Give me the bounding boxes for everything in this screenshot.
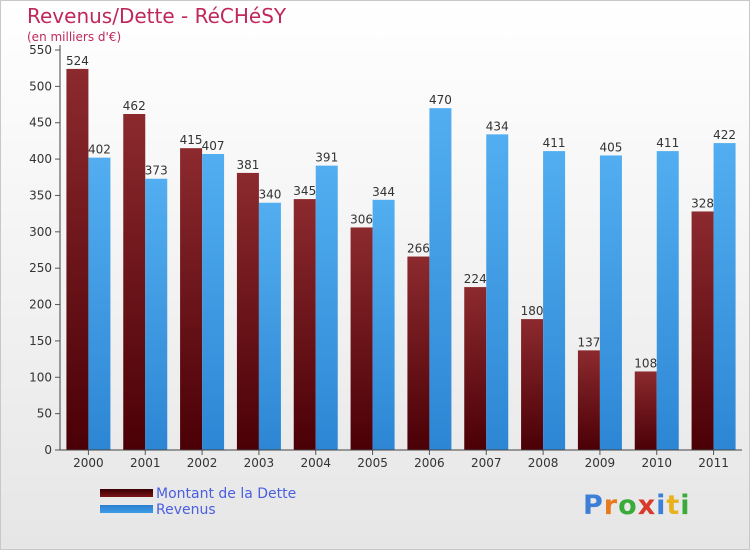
data-label: 328 <box>691 196 714 210</box>
bar-revenus <box>202 154 225 450</box>
bar-dette <box>407 256 430 450</box>
data-label: 381 <box>236 158 259 172</box>
bar-revenus <box>656 151 679 450</box>
data-label: 344 <box>372 185 395 199</box>
logo-letter: P <box>583 490 604 521</box>
bar-dette <box>521 319 544 450</box>
data-label: 373 <box>145 164 168 178</box>
y-tick-label: 150 <box>29 334 52 348</box>
y-tick-label: 100 <box>29 370 52 384</box>
data-label: 462 <box>123 99 146 113</box>
bar-revenus <box>599 155 622 451</box>
y-tick-label: 500 <box>29 79 52 93</box>
data-label: 470 <box>429 93 452 107</box>
data-label: 137 <box>577 335 600 349</box>
logo-letter: r <box>603 490 619 521</box>
data-label: 411 <box>543 136 566 150</box>
x-tick-label: 2001 <box>130 456 161 470</box>
y-tick-label: 550 <box>29 43 52 57</box>
legend-label-dette: Montant de la Dette <box>156 486 297 502</box>
bar-revenus <box>429 108 452 450</box>
data-label: 422 <box>713 128 736 142</box>
logo-letter: i <box>656 490 667 521</box>
data-label: 340 <box>258 188 281 202</box>
bar-revenus <box>315 165 338 451</box>
y-tick-label: 400 <box>29 152 52 166</box>
x-tick-label: 2004 <box>300 456 331 470</box>
bar-dette <box>180 148 203 450</box>
bar-dette <box>123 114 146 450</box>
data-label: 306 <box>350 212 373 226</box>
bar-dette <box>350 227 373 450</box>
y-tick-label: 350 <box>29 188 52 202</box>
x-tick-label: 2008 <box>528 456 559 470</box>
legend-item-revenus: Revenus <box>100 502 400 519</box>
bar-revenus <box>258 202 281 450</box>
data-label: 108 <box>634 356 657 370</box>
y-tick-label: 200 <box>29 298 52 312</box>
bar-revenus <box>713 143 736 450</box>
legend: Montant de la Dette Revenus <box>100 486 400 519</box>
y-tick-label: 300 <box>29 225 52 239</box>
legend-label-revenus: Revenus <box>156 502 216 518</box>
bar-dette <box>236 172 259 450</box>
logo-letter: o <box>618 490 638 521</box>
logo-letter: t <box>666 490 681 521</box>
data-label: 391 <box>315 151 338 165</box>
x-tick-label: 2002 <box>187 456 218 470</box>
bar-dette <box>634 371 657 450</box>
y-tick-label: 450 <box>29 116 52 130</box>
legend-item-dette: Montant de la Dette <box>100 486 400 503</box>
logo-letter: i <box>680 490 691 521</box>
x-tick-label: 2010 <box>641 456 672 470</box>
legend-swatch-dette <box>100 489 153 497</box>
bar-dette <box>577 350 600 450</box>
data-label: 524 <box>66 54 89 68</box>
data-label: 411 <box>656 136 679 150</box>
chart-subtitle: (en milliers d'€) <box>27 30 122 44</box>
x-tick-label: 2005 <box>357 456 388 470</box>
data-label: 345 <box>293 184 316 198</box>
bar-dette <box>66 68 89 450</box>
bar-revenus <box>543 151 566 450</box>
x-tick-label: 2007 <box>471 456 502 470</box>
y-tick-label: 250 <box>29 261 52 275</box>
data-label: 415 <box>180 133 203 147</box>
bar-revenus <box>145 178 168 450</box>
chart-title: Revenus/Dette - RéCHéSY <box>27 4 287 28</box>
y-tick-label: 0 <box>44 443 52 457</box>
bar-dette <box>293 199 316 450</box>
bar-revenus <box>372 199 395 450</box>
y-tick-label: 50 <box>37 407 52 421</box>
legend-swatch-revenus <box>100 505 153 513</box>
logo-letter: x <box>637 490 657 521</box>
bar-revenus <box>486 134 509 450</box>
bar-dette <box>691 211 714 450</box>
bar-revenus <box>88 157 111 451</box>
data-label: 434 <box>486 119 509 133</box>
x-tick-label: 2003 <box>244 456 275 470</box>
data-label: 180 <box>521 304 544 318</box>
x-tick-label: 2009 <box>585 456 616 470</box>
data-label: 266 <box>407 242 430 256</box>
x-tick-label: 2000 <box>73 456 104 470</box>
data-label: 402 <box>88 143 111 157</box>
x-tick-label: 2006 <box>414 456 445 470</box>
data-label: 224 <box>464 272 487 286</box>
proxiti-logo: Proxiti <box>583 490 691 521</box>
bar-dette <box>464 287 487 450</box>
data-label: 405 <box>599 140 622 154</box>
data-label: 407 <box>202 139 225 153</box>
x-tick-label: 2011 <box>698 456 729 470</box>
